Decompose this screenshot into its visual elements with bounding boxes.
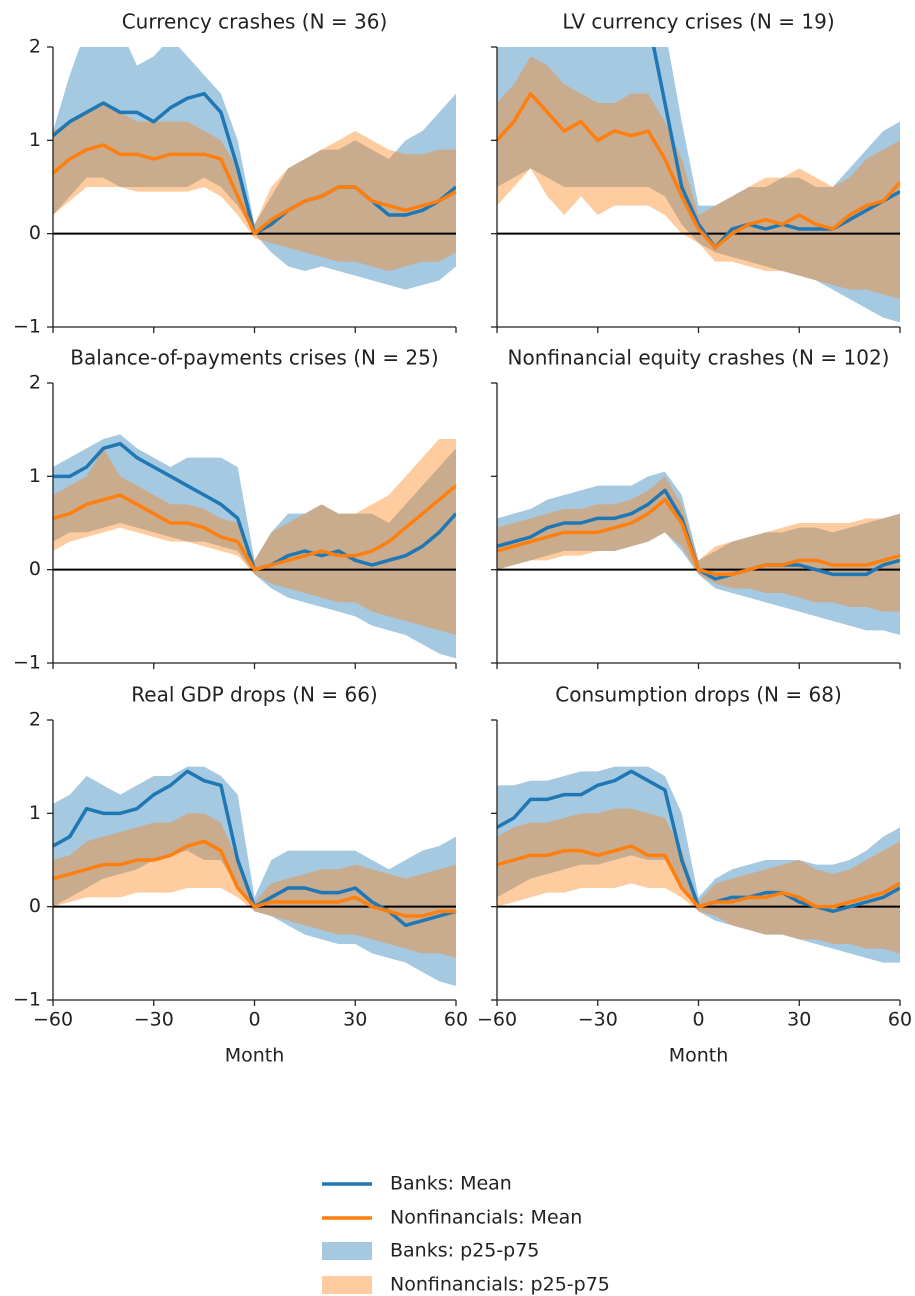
x-tick-label: 30	[343, 1009, 367, 1031]
legend-swatch	[322, 1276, 372, 1294]
y-tick-label: 0	[29, 895, 41, 917]
legend-swatch	[322, 1242, 372, 1260]
x-axis-label: Month	[225, 1045, 285, 1067]
x-tick-label: −60	[33, 1009, 73, 1031]
plot-area	[53, 766, 456, 986]
x-tick-label: 60	[444, 1009, 468, 1031]
x-tick-label: 0	[248, 1009, 260, 1031]
y-tick-label: 0	[29, 222, 41, 244]
plot-area	[497, 47, 900, 323]
panel-title: LV currency crises (N = 19)	[562, 10, 834, 34]
x-tick-label: −60	[477, 1009, 517, 1031]
legend-label: Banks: Mean	[390, 1173, 512, 1195]
plot-area	[53, 434, 456, 659]
mean-line	[497, 91, 900, 250]
y-tick-label: 1	[29, 465, 41, 487]
y-tick-label: 0	[29, 558, 41, 580]
band	[497, 471, 900, 635]
band	[497, 766, 900, 963]
band	[53, 813, 456, 958]
mean-line	[497, 844, 900, 909]
panel-title: Real GDP drops (N = 66)	[131, 683, 377, 707]
mean-line	[53, 484, 456, 572]
y-tick-label: −1	[13, 989, 41, 1011]
band	[497, 56, 900, 300]
plot-area	[497, 471, 900, 635]
y-tick-label: 2	[29, 709, 41, 731]
y-tick-label: 2	[29, 36, 41, 58]
x-axis-label: Month	[669, 1045, 729, 1067]
panel-title: Balance-of-payments crises (N = 25)	[70, 346, 438, 370]
y-tick-label: 1	[29, 802, 41, 824]
x-tick-label: −30	[134, 1009, 174, 1031]
legend-label: Nonfinancials: Mean	[390, 1207, 582, 1229]
x-tick-label: 0	[692, 1009, 704, 1031]
band	[497, 808, 900, 954]
panel-title: Currency crashes (N = 36)	[122, 10, 388, 34]
mean-line	[497, 497, 900, 577]
plot-area	[497, 766, 900, 963]
x-tick-label: 60	[888, 1009, 912, 1031]
band	[53, 766, 456, 986]
y-tick-label: −1	[13, 652, 41, 674]
band	[497, 476, 900, 612]
band	[53, 434, 456, 659]
mean-line	[53, 143, 456, 236]
plot-area	[53, 47, 456, 290]
panel-title: Consumption drops (N = 68)	[555, 683, 842, 707]
legend-label: Banks: p25-p75	[390, 1240, 539, 1262]
x-tick-label: 30	[787, 1009, 811, 1031]
y-tick-label: 1	[29, 129, 41, 151]
y-tick-label: 2	[29, 372, 41, 394]
x-tick-label: −30	[578, 1009, 618, 1031]
mean-line	[53, 839, 456, 918]
legend-label: Nonfinancials: p25-p75	[390, 1274, 610, 1296]
y-tick-label: −1	[13, 316, 41, 338]
band	[497, 47, 900, 323]
band	[53, 439, 456, 635]
band	[53, 103, 456, 271]
band	[53, 47, 456, 290]
panel-title: Nonfinancial equity crashes (N = 102)	[508, 346, 890, 370]
